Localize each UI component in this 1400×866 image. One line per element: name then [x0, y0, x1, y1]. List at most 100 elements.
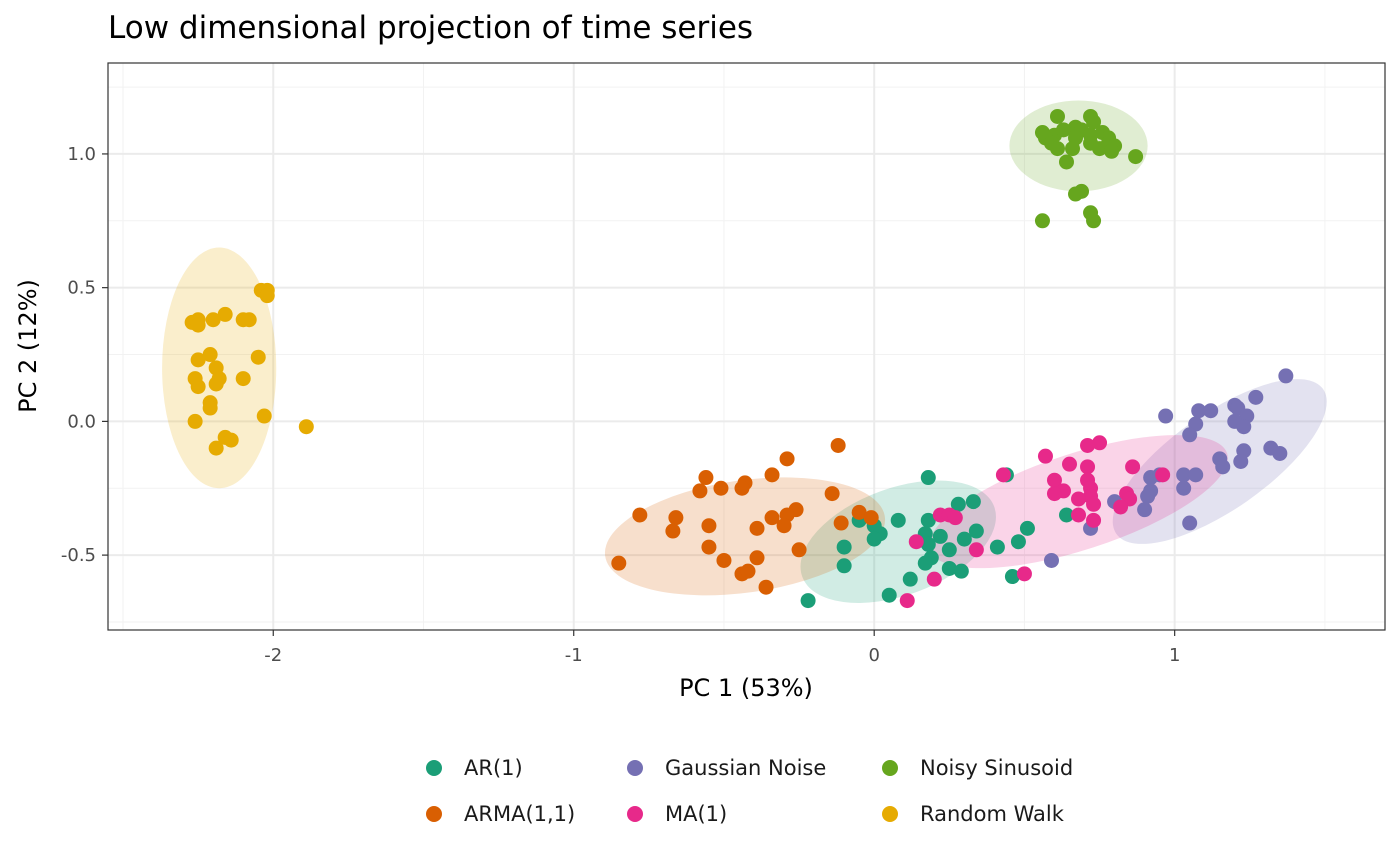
- data-point: [668, 510, 684, 526]
- data-point: [740, 563, 756, 579]
- data-point: [1059, 154, 1075, 170]
- data-point: [1188, 467, 1204, 483]
- data-point: [1128, 149, 1144, 165]
- data-point: [202, 400, 218, 416]
- legend-key-random-walk: [882, 806, 898, 822]
- data-point: [1233, 454, 1249, 470]
- data-point: [776, 518, 792, 534]
- data-point: [1059, 507, 1075, 523]
- data-point: [1155, 467, 1171, 483]
- data-point: [833, 515, 849, 531]
- legend-label-ma1: MA(1): [665, 802, 728, 826]
- data-point: [779, 451, 795, 467]
- data-point: [1065, 141, 1081, 157]
- legend-item-gaussian-noise: Gaussian Noise: [621, 753, 826, 783]
- data-point: [800, 593, 816, 609]
- ellipses: [162, 100, 1327, 603]
- data-point: [1158, 408, 1174, 424]
- data-point: [995, 467, 1011, 483]
- data-point: [1046, 472, 1062, 488]
- data-point: [1272, 445, 1288, 461]
- data-point: [920, 512, 936, 528]
- x-axis: -2 -1 0 1: [264, 630, 1180, 666]
- data-point: [830, 437, 846, 453]
- data-point: [941, 560, 957, 576]
- y-axis-label: PC 2 (12%): [14, 279, 42, 413]
- data-point: [235, 371, 251, 387]
- data-point: [836, 539, 852, 555]
- data-point: [920, 470, 936, 486]
- data-point: [1062, 456, 1078, 472]
- data-point: [908, 534, 924, 550]
- legend-label-arma11: ARMA(1,1): [464, 802, 576, 826]
- data-point: [692, 483, 708, 499]
- data-point: [758, 579, 774, 595]
- data-point: [1125, 459, 1141, 475]
- data-point: [1068, 186, 1084, 202]
- legend-key-ar1: [426, 760, 442, 776]
- data-point: [217, 306, 233, 322]
- data-point: [1055, 122, 1071, 138]
- data-point: [1049, 108, 1065, 124]
- x-tick-label: -1: [565, 645, 583, 666]
- data-point: [902, 571, 918, 587]
- data-point: [1071, 507, 1087, 523]
- legend-item-ma1: MA(1): [621, 799, 727, 829]
- data-point: [1203, 403, 1219, 419]
- legend-label-random-walk: Random Walk: [920, 802, 1064, 826]
- data-point: [920, 536, 936, 552]
- data-point: [1215, 459, 1231, 475]
- data-point: [881, 587, 897, 603]
- data-point: [1049, 141, 1065, 157]
- legend-key-gaussian-noise: [627, 760, 643, 776]
- data-point: [749, 550, 765, 566]
- legend-key-noisy-sinusoid: [882, 760, 898, 776]
- data-point: [1046, 486, 1062, 502]
- data-point: [190, 379, 206, 395]
- data-point: [187, 413, 203, 429]
- legend-item-arma11: ARMA(1,1): [420, 799, 575, 829]
- legend: AR(1) ARMA(1,1) Gaussian Noise MA(1) Noi…: [420, 750, 1140, 840]
- y-tick-label: 1.0: [67, 144, 96, 165]
- data-point: [1137, 502, 1153, 518]
- data-point: [1191, 403, 1207, 419]
- data-point: [259, 288, 275, 304]
- data-point: [932, 528, 948, 544]
- data-point: [890, 512, 906, 528]
- data-point: [917, 555, 933, 571]
- y-tick-label: 0.0: [67, 411, 96, 432]
- data-point: [950, 496, 966, 512]
- data-point: [1182, 515, 1198, 531]
- chart-title: Low dimensional projection of time serie…: [108, 10, 754, 46]
- data-point: [250, 349, 266, 365]
- data-point: [202, 347, 218, 363]
- data-point: [899, 593, 915, 609]
- data-point: [1092, 435, 1108, 451]
- data-points: [184, 108, 1294, 609]
- data-point: [1071, 491, 1087, 507]
- data-point: [866, 531, 882, 547]
- data-point: [665, 523, 681, 539]
- data-point: [968, 523, 984, 539]
- data-point: [698, 470, 714, 486]
- data-point: [701, 539, 717, 555]
- data-point: [989, 539, 1005, 555]
- data-point: [734, 480, 750, 496]
- data-point: [716, 552, 732, 568]
- data-point: [764, 510, 780, 526]
- data-point: [947, 510, 963, 526]
- data-point: [956, 531, 972, 547]
- data-point: [208, 376, 224, 392]
- data-point: [764, 467, 780, 483]
- legend-item-ar1: AR(1): [420, 753, 523, 783]
- data-point: [1086, 496, 1102, 512]
- data-point: [1037, 448, 1053, 464]
- data-point: [611, 555, 627, 571]
- legend-label-ar1: AR(1): [464, 756, 523, 780]
- data-point: [298, 419, 314, 435]
- x-tick-label: 0: [868, 645, 879, 666]
- data-point: [1019, 520, 1035, 536]
- data-point: [1034, 213, 1050, 229]
- data-point: [953, 563, 969, 579]
- data-point: [1092, 141, 1108, 157]
